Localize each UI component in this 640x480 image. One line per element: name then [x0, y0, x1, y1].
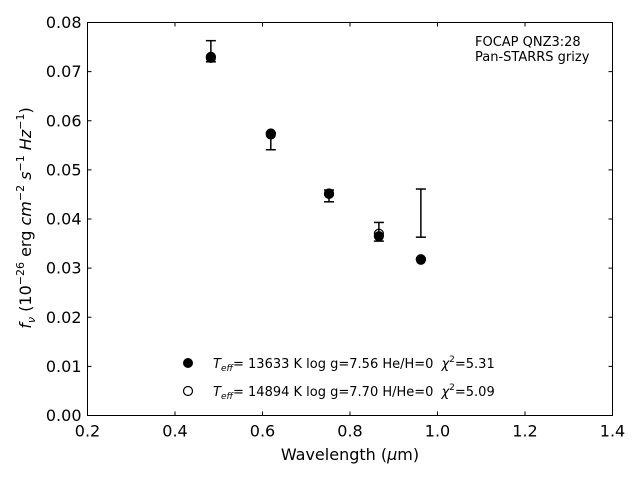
- y-axis-label-nu: ν: [25, 317, 38, 323]
- legend-entry-2: Teff= 14894 K log g=7.70 H/He=0 χ2=5.09: [213, 383, 495, 402]
- legend-1-chi: χ: [440, 357, 450, 372]
- y-tick-label: 0.07: [46, 62, 82, 81]
- data-markers: [205, 51, 426, 265]
- model-point-open: [323, 188, 335, 199]
- y-tick-label: 0.02: [46, 308, 82, 327]
- y-tick-label: 0.00: [46, 406, 82, 425]
- y-axis-label-s: s: [16, 172, 35, 185]
- legend-1-text: = 13633 K log g=7.56 He/H=0: [233, 357, 433, 372]
- legend-2-chi-val: =5.09: [455, 385, 495, 400]
- x-tick-label: 0.6: [250, 422, 275, 441]
- legend-2-chi: χ: [440, 385, 450, 400]
- x-tick-label: 0.4: [162, 422, 187, 441]
- legend-1-chi-val: =5.31: [455, 357, 495, 372]
- annotation-line-1: FOCAP QNZ3:28: [475, 35, 581, 50]
- legend-2-text: = 14894 K log g=7.70 H/He=0: [233, 385, 433, 400]
- y-axis-label-exp3: −1: [14, 155, 27, 171]
- legend: Teff= 13633 K log g=7.56 He/H=0 χ2=5.31 T…: [182, 355, 495, 402]
- legend-1-teff: T: [213, 357, 222, 372]
- y-tick-label: 0.03: [46, 259, 82, 278]
- y-axis-label-erg: erg: [16, 226, 35, 262]
- model-point-open: [415, 254, 426, 265]
- legend-entry-1: Teff= 13633 K log g=7.56 He/H=0 χ2=5.31: [213, 355, 495, 374]
- y-axis-label-a: (10: [16, 285, 35, 317]
- y-axis-label-close: ): [16, 107, 35, 113]
- y-axis-label-exp2: −2: [14, 185, 27, 201]
- x-tick-label: 1.2: [512, 422, 537, 441]
- model-point-open: [205, 51, 216, 62]
- x-axis-label-b: m): [397, 445, 419, 464]
- y-axis-label-cm: cm: [16, 201, 35, 225]
- legend-2-teff: T: [213, 385, 222, 400]
- x-tick-label: 0.8: [337, 422, 362, 441]
- y-axis-label: fν (10−26 erg cm−2 s−1 Hz−1): [14, 107, 38, 328]
- y-axis-label-exp4: −1: [14, 114, 27, 130]
- legend-1-teff-sub: eff: [221, 364, 235, 374]
- y-tick-label: 0.04: [46, 210, 82, 229]
- legend-1-chi-sup: 2: [449, 355, 455, 365]
- y-tick-label: 0.05: [46, 160, 82, 179]
- y-axis-ticks: 0.00 0.01 0.02 0.03 0.04 0.05 0.06 0.07 0.08: [46, 13, 613, 425]
- y-axis-label-hz: Hz: [16, 129, 35, 155]
- model-point-filled: [373, 231, 384, 242]
- legend-marker-filled: [183, 358, 193, 368]
- y-tick-label: 0.01: [46, 357, 82, 376]
- annotation-line-2: Pan-STARRS grizy: [475, 50, 590, 65]
- y-axis-label-exp1: −26: [14, 262, 27, 285]
- y-tick-label: 0.08: [46, 13, 82, 32]
- x-axis-label: Wavelength (μm): [281, 445, 419, 464]
- model-point-open: [265, 128, 276, 139]
- x-tick-label: 0.2: [75, 422, 100, 441]
- legend-2-chi-sup: 2: [449, 383, 455, 393]
- x-axis-label-a: Wavelength (: [281, 445, 387, 464]
- x-tick-label: 1.0: [425, 422, 450, 441]
- legend-marker-open: [182, 385, 194, 397]
- legend-2-teff-sub: eff: [221, 392, 235, 402]
- model-point-open: [373, 228, 384, 239]
- y-axis-label-f: f: [16, 321, 35, 329]
- x-axis-ticks: 0.2 0.4 0.6 0.8 1.0 1.2 1.4: [75, 22, 625, 441]
- x-tick-label: 1.4: [600, 422, 625, 441]
- y-tick-label: 0.06: [46, 111, 82, 130]
- x-axis-label-mu: μ: [386, 445, 397, 464]
